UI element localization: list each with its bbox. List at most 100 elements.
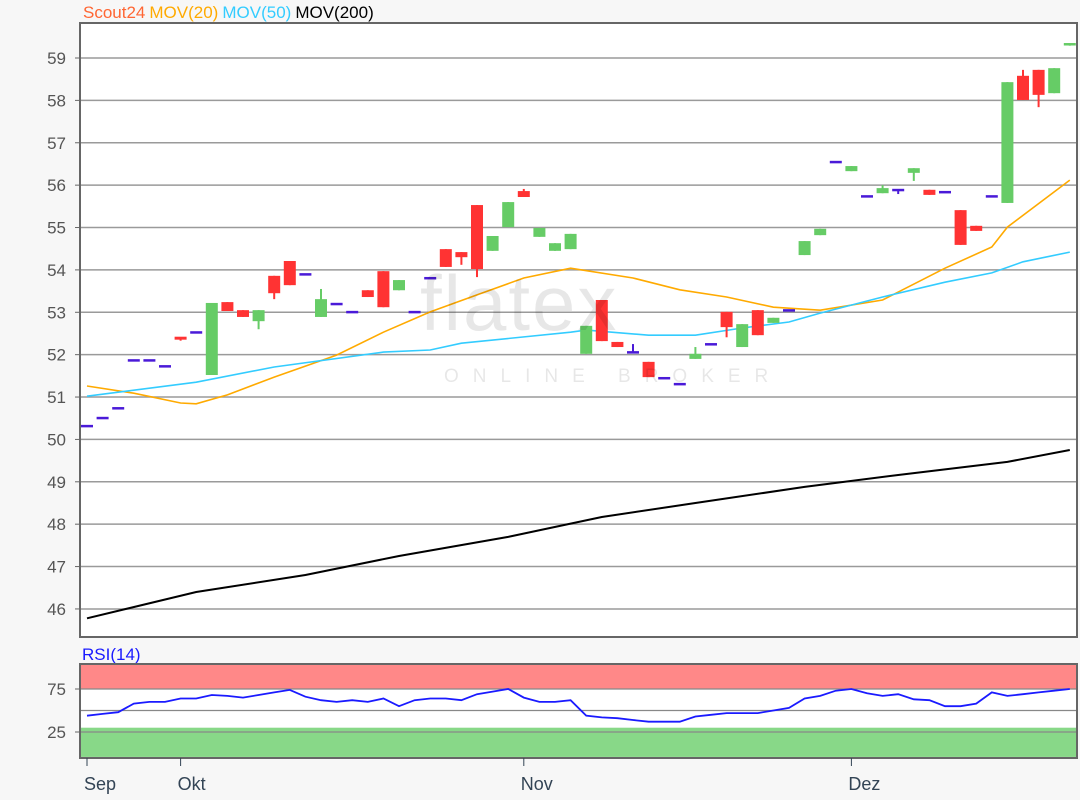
candle-body — [595, 299, 608, 342]
candle-body — [237, 310, 249, 317]
y-tick-label: 46 — [47, 600, 66, 619]
candle-body — [907, 168, 920, 173]
candle-body — [299, 273, 312, 276]
rsi-plot-frame — [79, 663, 1078, 759]
moving-average-mov200 — [86, 449, 1070, 620]
candle-body — [845, 166, 858, 172]
moving-average-mov20 — [86, 179, 1071, 405]
legend-mov200: MOV(200) — [295, 3, 374, 22]
candle-body — [861, 195, 873, 198]
y-tick-label: 51 — [47, 388, 66, 407]
y-tick-label: 50 — [47, 430, 66, 449]
candle-body — [377, 271, 390, 308]
candle-body — [502, 202, 515, 228]
candle-body — [985, 195, 998, 198]
candle-body — [81, 424, 93, 428]
candle-body — [798, 241, 811, 256]
candle-body — [736, 324, 749, 348]
candle-body — [471, 205, 483, 270]
y-tick-label: 49 — [47, 473, 66, 492]
candle-body — [1001, 82, 1014, 203]
legend-mov50: MOV(50) — [222, 3, 292, 22]
legend-scout24: Scout24 — [83, 3, 146, 22]
candle-body — [486, 235, 499, 251]
candle-body — [408, 310, 421, 314]
x-tick-label-dez: Dez — [848, 774, 880, 794]
candle-body — [892, 188, 905, 192]
candle-body — [439, 249, 452, 267]
candle-body — [112, 407, 125, 410]
rsi-band — [80, 664, 1077, 689]
candle-body — [346, 310, 359, 314]
y-tick-label: 47 — [47, 558, 66, 577]
x-tick-label-nov: Nov — [521, 774, 553, 794]
candle-body — [252, 310, 265, 322]
candle-body — [673, 382, 686, 386]
candle-body — [580, 325, 593, 354]
rsi-y-tick-label: 75 — [47, 680, 66, 699]
candle-body — [268, 275, 281, 294]
candle-body — [424, 276, 437, 280]
y-tick-label: 59 — [47, 49, 66, 68]
candle-body — [1063, 43, 1076, 46]
candle-body — [393, 280, 405, 291]
candle-body — [783, 309, 795, 312]
candle-body — [923, 189, 936, 195]
legend-mov20: MOV(20) — [149, 3, 219, 22]
candle-body — [705, 343, 717, 346]
candle-body — [1017, 75, 1029, 100]
candle-body — [876, 188, 889, 194]
rsi-y-tick-label: 25 — [47, 723, 66, 742]
candle-body — [517, 191, 530, 198]
candle-body — [315, 299, 327, 317]
y-tick-label: 54 — [47, 261, 66, 280]
y-tick-label: 52 — [47, 346, 66, 365]
main-plot-frame — [79, 22, 1078, 638]
candle-body — [205, 302, 218, 376]
candle-body — [549, 243, 561, 251]
candle-body — [829, 160, 842, 164]
chart-legend: Scout24 MOV(20) MOV(50) MOV(200) — [83, 3, 378, 23]
candle-body — [159, 365, 171, 368]
candle-body — [96, 416, 109, 420]
candle-body — [720, 311, 733, 328]
candle-body — [814, 228, 827, 236]
candle-body — [174, 336, 187, 340]
candle-body — [143, 359, 156, 362]
y-tick-label: 55 — [47, 219, 66, 238]
y-tick-label: 58 — [47, 91, 66, 110]
candle-body — [127, 359, 140, 362]
candle-body — [689, 353, 702, 359]
candle-body — [611, 341, 624, 348]
candle-body — [1048, 68, 1061, 94]
candle-body — [361, 290, 374, 298]
rsi-line — [86, 688, 1070, 723]
rsi-title: RSI(14) — [82, 645, 141, 664]
y-tick-label: 57 — [47, 134, 66, 153]
candle-body — [658, 376, 671, 380]
x-tick-label-sep: Sep — [84, 774, 116, 794]
candles — [81, 43, 1076, 428]
y-tick-label: 56 — [47, 176, 66, 195]
moving-average-mov50 — [86, 251, 1070, 397]
candle-body — [627, 351, 639, 354]
candle-body — [954, 210, 967, 245]
y-tick-label: 53 — [47, 303, 66, 322]
candle-body — [221, 302, 234, 312]
y-tick-label: 48 — [47, 515, 66, 534]
candle-body — [1032, 69, 1045, 95]
candle-body — [190, 331, 203, 334]
x-tick-label-okt: Okt — [178, 774, 206, 794]
candle-body — [283, 261, 296, 286]
candle-body — [564, 233, 577, 250]
candle-body — [330, 302, 343, 306]
candle-body — [970, 225, 983, 231]
candle-body — [767, 317, 780, 323]
candle-body — [939, 190, 951, 194]
candle-body — [642, 361, 655, 378]
candle-body — [533, 227, 546, 237]
candle-body — [751, 310, 764, 336]
main-plot-area — [80, 23, 1077, 637]
candle-body — [455, 252, 468, 258]
